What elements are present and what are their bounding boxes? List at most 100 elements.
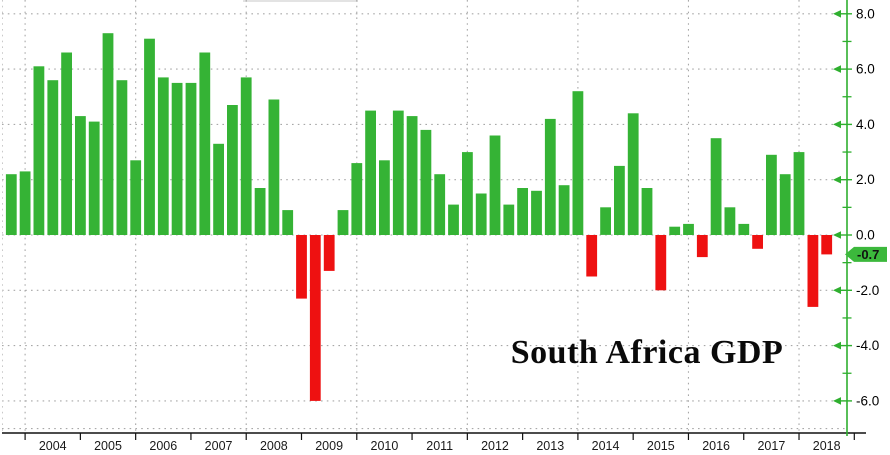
- bar: [5, 174, 17, 235]
- bar: [614, 165, 625, 235]
- bar: [462, 152, 473, 235]
- y-tick-arrow-icon: [833, 10, 841, 18]
- bar: [351, 163, 363, 235]
- x-tick-label: 2016: [702, 439, 730, 453]
- y-tick-label: -6.0: [856, 393, 879, 408]
- y-tick-label: 4.0: [856, 117, 875, 132]
- bar: [544, 118, 556, 235]
- bar-series: [5, 33, 833, 401]
- y-axis: 8.0 6.0 4.0 2.0 0.0 -2.0 -4.0 -6.0: [833, 0, 879, 436]
- bar: [144, 38, 155, 236]
- bar: [254, 188, 266, 235]
- bar: [503, 204, 515, 235]
- y-tick-arrow-icon: [833, 175, 841, 184]
- bar: [627, 113, 639, 235]
- y-tick-arrow-icon: [833, 120, 841, 129]
- chart-title: South Africa GDP: [510, 334, 784, 371]
- y-tick-label: -2.0: [856, 283, 879, 298]
- bar: [489, 135, 501, 235]
- bar: [19, 171, 31, 235]
- x-tick-label: 2014: [592, 439, 620, 453]
- bar: [807, 235, 819, 307]
- bar: [296, 235, 307, 299]
- bar: [365, 110, 376, 235]
- bar: [710, 138, 722, 235]
- bar: [213, 143, 224, 235]
- bar: [240, 77, 252, 236]
- x-tick-label: 2015: [647, 439, 675, 453]
- bar: [33, 66, 45, 235]
- bar: [683, 223, 694, 235]
- bar: [171, 82, 183, 236]
- bar: [157, 77, 169, 236]
- bar: [116, 80, 128, 235]
- bar: [309, 235, 321, 401]
- y-tick-label: 0.0: [856, 228, 875, 243]
- y-tick-arrow-icon: [833, 341, 841, 350]
- y-tick-label: 8.0: [856, 6, 875, 21]
- y-tick-arrow-icon: [833, 231, 841, 239]
- bar: [406, 116, 418, 235]
- x-tick-label: 2006: [149, 439, 177, 453]
- bar: [88, 121, 100, 235]
- bar: [282, 210, 294, 235]
- bar: [420, 129, 432, 235]
- bar: [531, 190, 542, 235]
- bar: [752, 235, 763, 249]
- badge-arrow-shape: [845, 246, 887, 262]
- x-axis: 2004 2005 2006 2007 2008 2009 2010 2011 2012 2013…: [2, 432, 866, 453]
- y-tick-arrow-icon: [833, 65, 841, 73]
- x-tick-label: 2013: [536, 439, 564, 453]
- bar: [448, 204, 459, 235]
- bar: [558, 185, 570, 235]
- bar: [696, 235, 708, 258]
- bar: [779, 174, 791, 235]
- bar: [641, 188, 653, 235]
- bar: [185, 82, 197, 236]
- x-tick-label: 2017: [757, 439, 785, 453]
- x-tick-label: 2008: [260, 439, 288, 453]
- bar: [75, 116, 86, 235]
- bar: [766, 154, 777, 235]
- bar: [130, 160, 142, 235]
- x-tick-label: 2005: [94, 439, 122, 453]
- bar: [61, 52, 72, 235]
- bar: [434, 174, 446, 235]
- bar: [738, 223, 750, 235]
- x-tick-label: 2009: [315, 439, 343, 453]
- bar: [337, 210, 349, 235]
- bar: [655, 235, 667, 291]
- bar: [102, 33, 114, 236]
- bar: [669, 226, 681, 235]
- x-tick-label: 2004: [39, 439, 67, 453]
- bar: [268, 99, 280, 235]
- bar: [379, 160, 390, 235]
- x-tick-label: 2010: [371, 439, 399, 453]
- x-tick-label: 2011: [426, 439, 453, 453]
- y-tick-arrow-icon: [833, 397, 841, 405]
- y-tick-label: 2.0: [856, 172, 875, 187]
- last-value-badge: -0.7: [845, 246, 887, 262]
- x-tick-label: 2018: [813, 439, 841, 453]
- bar: [227, 105, 238, 235]
- bar: [475, 193, 487, 235]
- bar: [572, 91, 584, 235]
- bar: [821, 235, 833, 255]
- bar: [392, 110, 404, 235]
- bar: [323, 235, 335, 271]
- y-tick-label: -4.0: [856, 338, 879, 353]
- x-tick-label: 2007: [205, 439, 233, 453]
- x-tick-label: 2012: [481, 439, 509, 453]
- bar: [517, 188, 528, 235]
- bar: [600, 207, 611, 235]
- y-tick-arrow-icon: [833, 286, 841, 295]
- cropped-title-artifact: [243, 0, 358, 2]
- bar: [586, 235, 598, 277]
- bar: [47, 80, 59, 235]
- bar: [199, 52, 211, 235]
- badge-value: -0.7: [857, 247, 879, 262]
- bar: [793, 152, 805, 235]
- bar: [724, 207, 736, 235]
